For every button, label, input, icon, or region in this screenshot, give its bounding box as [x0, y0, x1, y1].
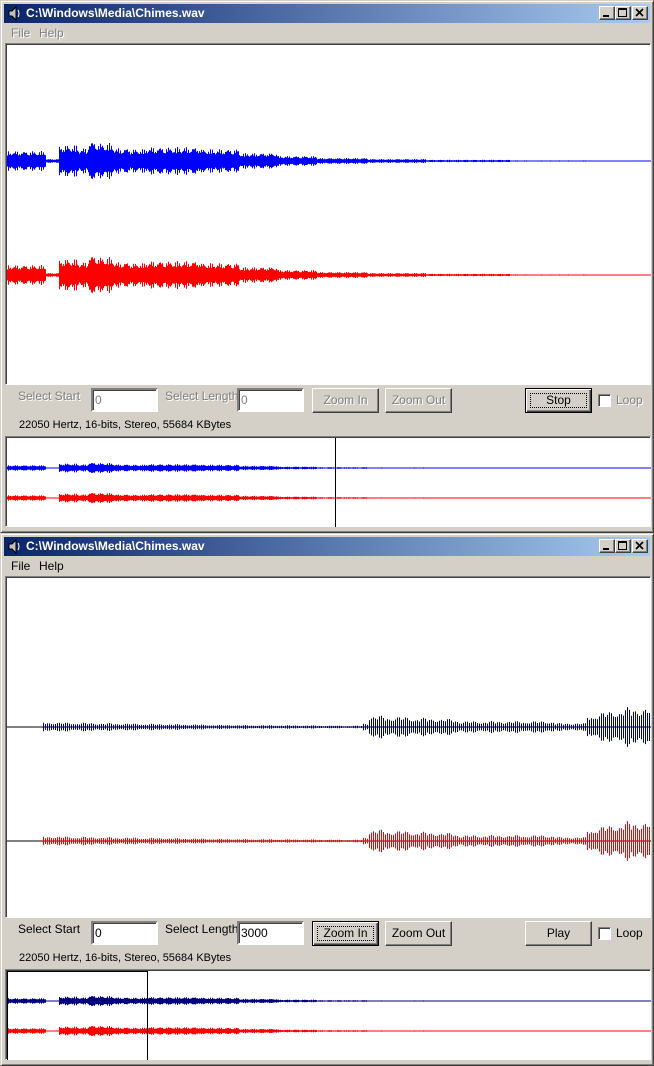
select-length-label: Select Length — [165, 389, 239, 403]
maximize-icon — [618, 541, 627, 550]
menu-help[interactable]: Help — [39, 559, 64, 573]
maximize-button[interactable] — [615, 6, 631, 20]
menu-file[interactable]: File — [11, 559, 31, 573]
title-bar[interactable]: C:\Windows\Media\Chimes.wav — [4, 4, 650, 23]
speaker-icon — [8, 6, 20, 21]
menu-file[interactable]: File — [11, 26, 31, 40]
wave-window-2: C:\Windows\Media\Chimes.wav File Help Se… — [0, 533, 654, 1066]
maximize-button[interactable] — [615, 539, 631, 553]
minimize-button[interactable] — [599, 539, 615, 553]
maximize-icon — [618, 8, 627, 17]
loop-label: Loop — [616, 926, 643, 940]
play-label: Play — [546, 926, 571, 940]
select-start-input[interactable] — [91, 921, 158, 945]
window-title: C:\Windows\Media\Chimes.wav — [26, 539, 205, 553]
channel-waveform — [7, 493, 587, 503]
menu-bar: File Help — [4, 557, 650, 575]
close-icon — [635, 541, 644, 550]
loop-checkbox[interactable] — [598, 927, 611, 940]
title-bar[interactable]: C:\Windows\Media\Chimes.wav — [4, 537, 650, 556]
close-button[interactable] — [632, 539, 648, 553]
waveform-view[interactable] — [5, 43, 651, 385]
waveform-overview[interactable] — [5, 969, 651, 1060]
overview-canvas — [7, 971, 651, 1060]
play-button[interactable]: Play — [525, 921, 592, 946]
minimize-icon — [603, 15, 609, 17]
zoom-in-label: Zoom In — [323, 926, 368, 940]
zoom-in-label: Zoom In — [323, 393, 368, 407]
menu-bar: File Help — [4, 24, 650, 42]
waveform-canvas — [7, 143, 651, 293]
zoom-out-button[interactable]: Zoom Out — [385, 388, 452, 413]
channel-waveform — [7, 1026, 587, 1036]
menu-help[interactable]: Help — [39, 26, 64, 40]
minimize-icon — [603, 548, 609, 550]
stop-button[interactable]: Stop — [525, 388, 592, 413]
channel-waveform — [7, 143, 587, 179]
channel-waveform — [43, 707, 650, 747]
channel-waveform — [7, 996, 587, 1006]
zoom-out-button[interactable]: Zoom Out — [385, 921, 452, 946]
waveform-overview[interactable] — [5, 436, 651, 527]
select-length-input[interactable] — [237, 921, 304, 945]
audio-format-info: 22050 Hertz, 16-bits, Stereo, 55684 KByt… — [19, 952, 232, 964]
waveform-view[interactable] — [5, 576, 651, 918]
channel-waveform — [43, 821, 650, 861]
close-icon — [635, 8, 644, 17]
speaker-icon — [8, 539, 20, 554]
loop-checkbox[interactable] — [598, 394, 611, 407]
zoom-in-button[interactable]: Zoom In — [312, 388, 379, 413]
select-start-input[interactable] — [91, 388, 158, 412]
channel-waveform — [7, 463, 587, 473]
audio-format-info: 22050 Hertz, 16-bits, Stereo, 55684 KByt… — [19, 419, 232, 431]
window-title: C:\Windows\Media\Chimes.wav — [26, 6, 205, 20]
select-start-label: Select Start — [18, 922, 81, 936]
selection-marker — [7, 971, 148, 1060]
stop-label: Stop — [546, 393, 571, 407]
select-length-label: Select Length — [165, 922, 239, 936]
waveform-canvas — [7, 707, 651, 861]
select-length-input[interactable] — [237, 388, 304, 412]
zoom-in-button[interactable]: Zoom In — [312, 921, 379, 946]
overview-canvas — [7, 438, 651, 527]
wave-window-1: C:\Windows\Media\Chimes.wav File Help Se… — [0, 0, 654, 533]
zoom-out-label: Zoom Out — [391, 926, 446, 940]
close-button[interactable] — [632, 6, 648, 20]
channel-waveform — [7, 257, 587, 293]
select-start-label: Select Start — [18, 389, 81, 403]
zoom-out-label: Zoom Out — [391, 393, 446, 407]
loop-label: Loop — [616, 393, 643, 407]
minimize-button[interactable] — [599, 6, 615, 20]
